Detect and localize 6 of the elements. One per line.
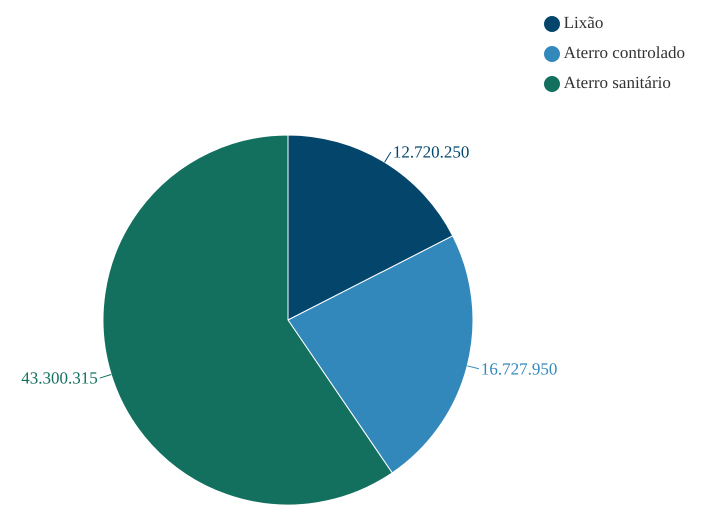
data-label: 43.300.315: [21, 368, 98, 388]
legend-label: Aterro controlado: [564, 43, 685, 62]
legend-label: Lixão: [564, 13, 604, 32]
legend-label: Aterro sanitário: [564, 73, 671, 92]
data-label: 12.720.250: [392, 142, 470, 162]
data-label: 16.727.950: [480, 359, 558, 378]
